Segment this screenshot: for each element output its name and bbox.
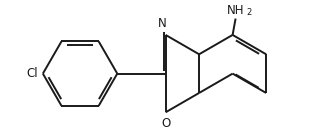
Text: Cl: Cl	[27, 67, 38, 80]
Text: 2: 2	[246, 8, 252, 17]
Text: N: N	[158, 17, 167, 30]
Text: O: O	[161, 117, 170, 130]
Text: NH: NH	[227, 4, 244, 17]
